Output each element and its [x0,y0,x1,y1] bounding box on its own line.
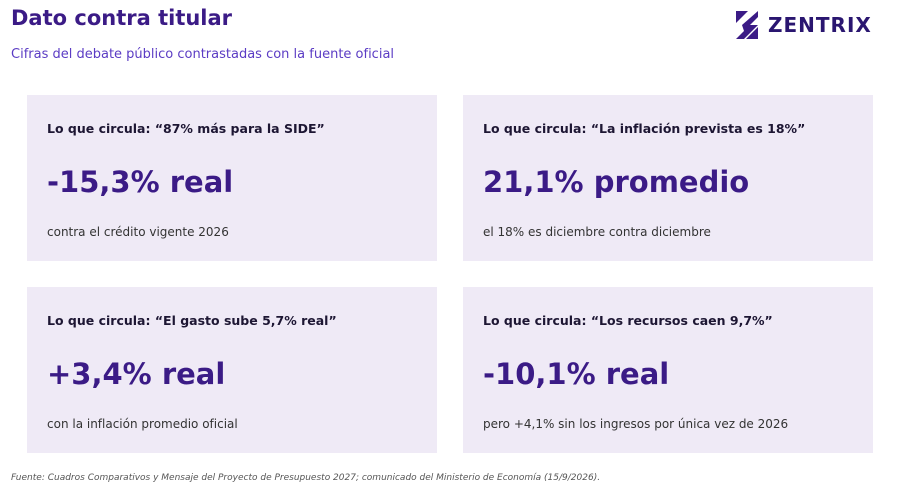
value: +3,4% real [47,357,226,391]
card: Lo que circula: “Los recursos caen 9,7%”… [463,287,873,453]
value: 21,1% promedio [483,165,750,199]
footer: Fuente: Cuadros Comparativos y Mensaje d… [11,473,601,483]
value: -15,3% real [47,165,234,199]
claim: Lo que circula: “Los recursos caen 9,7%” [483,313,773,328]
title: Dato contra titular [11,6,233,30]
note: con la inflación promedio oficial [47,417,238,431]
card: Lo que circula: “87% más para la SIDE” -… [27,95,437,261]
note: el 18% es diciembre contra diciembre [483,225,711,239]
card: Lo que circula: “El gasto sube 5,7% real… [27,287,437,453]
note: contra el crédito vigente 2026 [47,225,229,239]
logo: ZENTRIX [732,9,872,41]
value: -10,1% real [483,357,670,391]
logo-icon [736,11,758,39]
note: pero +4,1% sin los ingresos por única ve… [483,417,789,431]
card: Lo que circula: “La inflación prevista e… [463,95,873,261]
subtitle: Cifras del debate público contrastadas c… [11,47,395,62]
claim: Lo que circula: “La inflación prevista e… [483,121,806,136]
claim: Lo que circula: “87% más para la SIDE” [47,121,325,136]
logo-text: ZENTRIX [768,13,872,37]
claim: Lo que circula: “El gasto sube 5,7% real… [47,313,337,328]
